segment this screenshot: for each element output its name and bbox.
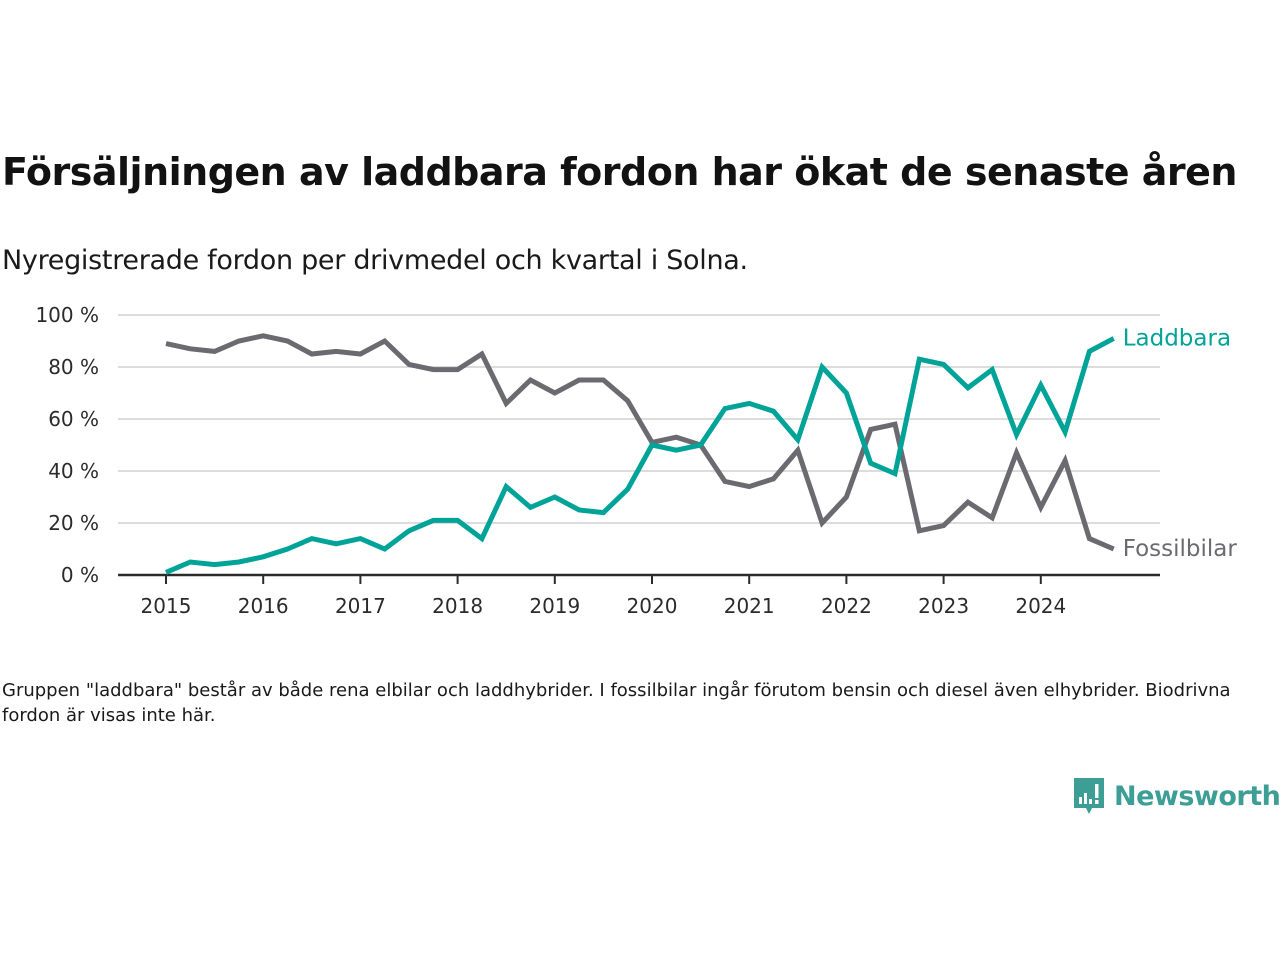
newsworthy-logo[interactable]: Newsworthy (1072, 776, 1280, 816)
x-tick-label: 2016 (238, 594, 289, 618)
footnote: Gruppen "laddbara" består av både rena e… (2, 680, 1231, 726)
logo-text: Newsworthy (1114, 780, 1280, 812)
x-tick-label: 2022 (821, 594, 872, 618)
y-tick-label: 60 % (48, 407, 99, 431)
x-tick-label: 2021 (724, 594, 775, 618)
line-chart: 0 %20 %40 %60 %80 %100 % 2015 2016 2017 201… (35, 303, 1238, 618)
series-labels: Fossilbilar Laddbara (1123, 325, 1238, 562)
x-tick-label: 2015 (141, 594, 192, 618)
x-axis: 2015 2016 2017 2018 2019 2020 2021 2022 2023 2024 (118, 573, 1160, 618)
y-tick-label: 0 % (61, 563, 99, 587)
x-tick-label: 2017 (335, 594, 386, 618)
series-label-fossilbilar: Fossilbilar (1123, 536, 1238, 562)
x-tick-label: 2019 (529, 594, 580, 618)
x-tick-label: 2024 (1015, 594, 1066, 618)
y-tick-label: 80 % (48, 355, 99, 379)
chart-subtitle: Nyregistrerade fordon per drivmedel och … (2, 245, 748, 276)
bar-chart-speech-bubble-icon (1074, 778, 1104, 814)
y-tick-label: 20 % (48, 511, 99, 535)
y-axis-tick-labels: 0 % 20 % 40 % 60 % 80 % 100 % (35, 303, 99, 587)
series-lines (165, 333, 1115, 575)
y-tick-label: 100 % (35, 303, 99, 327)
x-tick-label: 2018 (432, 594, 483, 618)
chart-title: Försäljningen av laddbara fordon har öka… (2, 150, 1237, 194)
y-tick-label: 40 % (48, 459, 99, 483)
series-label-laddbara: Laddbara (1123, 325, 1231, 351)
x-tick-label: 2020 (627, 594, 678, 618)
series-line-laddbara (165, 336, 1115, 575)
series-line-fossilbilar (165, 333, 1115, 552)
x-tick-label: 2023 (918, 594, 969, 618)
